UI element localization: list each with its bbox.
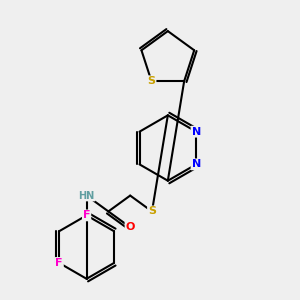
Text: HN: HN: [79, 190, 95, 201]
Text: N: N: [191, 127, 201, 137]
Text: N: N: [191, 159, 201, 170]
Text: F: F: [56, 258, 63, 268]
Text: O: O: [125, 222, 135, 232]
Text: S: S: [148, 76, 155, 86]
Text: S: S: [148, 206, 156, 216]
Text: F: F: [83, 210, 90, 220]
